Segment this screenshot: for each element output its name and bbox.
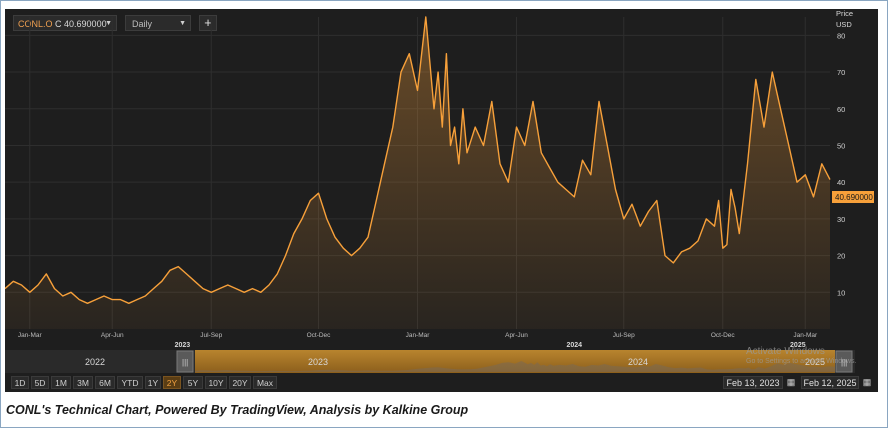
y-tick-label: 50 — [837, 141, 845, 150]
range-button-6m[interactable]: 6M — [95, 376, 115, 389]
price-area — [5, 16, 831, 329]
activation-watermark: Activate Windows Go to Settings to activ… — [746, 347, 857, 367]
y-tick-label: 20 — [837, 252, 845, 261]
range-button-1y[interactable]: 1Y — [145, 376, 161, 389]
chevron-down-icon: ▼ — [179, 20, 186, 27]
price-area-fill — [5, 17, 830, 329]
range-button-2y[interactable]: 2Y — [163, 376, 181, 389]
year-label: 2023 — [175, 342, 191, 349]
range-button-5d[interactable]: 5D — [31, 376, 49, 389]
figure-caption: CONL's Technical Chart, Powered By Tradi… — [6, 403, 469, 417]
price-axis-title: Price — [836, 9, 853, 18]
navigator-selection[interactable] — [195, 350, 835, 373]
y-tick-label: 30 — [837, 215, 845, 224]
navigator-right-handle[interactable] — [835, 350, 853, 373]
price-line — [5, 16, 831, 304]
quote-label: C 40.690000 — [55, 19, 107, 29]
range-bar: 1D 5D 1M 3M 6M YTD 1Y 2Y 5Y 10Y 20Y Max Feb 13, 2023… — [5, 374, 878, 392]
navigator-year-label: 2025 — [805, 357, 825, 367]
x-axis: Jan-Mar Apr-Jun Jul-Sep Oct-Dec Jan-Mar Apr-J… — [18, 332, 818, 339]
x-tick-label: Jan-Mar — [18, 332, 43, 339]
x-tick-label: Apr-Jun — [101, 332, 124, 339]
x-tick-label: Jan-Mar — [793, 332, 818, 339]
add-indicator-button[interactable]: + — [199, 15, 217, 31]
chevron-down-icon: ▼ — [105, 20, 112, 27]
chart-panel: CONL.O C 40.690000 ▼ Daily ▼ + Jan-Mar Ap… — [5, 9, 878, 392]
year-divider-bar: 2023 2024 2025 — [5, 339, 825, 349]
range-button-20y[interactable]: 20Y — [229, 376, 251, 389]
range-button-max[interactable]: Max — [253, 376, 277, 389]
price-axis-currency: USD — [836, 20, 852, 29]
year-label: 2025 — [790, 342, 806, 349]
calendar-icon[interactable]: ▦ — [786, 377, 796, 387]
y-tick-label: 80 — [837, 31, 845, 40]
date-to-input[interactable]: Feb 12, 2025 — [801, 376, 859, 389]
x-tick-label: Apr-Jun — [505, 332, 528, 339]
x-tick-label: Jul-Sep — [200, 332, 222, 339]
range-button-5y[interactable]: 5Y — [183, 376, 203, 389]
y-tick-label: 40 — [837, 178, 845, 187]
x-tick-label: Oct-Dec — [711, 332, 736, 339]
svg-text:|||: ||| — [841, 358, 847, 367]
range-button-1m[interactable]: 1M — [51, 376, 71, 389]
last-price-marker: 40.690000 — [832, 191, 874, 203]
range-button-3m[interactable]: 3M — [73, 376, 93, 389]
watermark-line1: Activate Windows — [746, 346, 825, 357]
navigator-year-label: 2023 — [308, 357, 328, 367]
last-price-label: 40.690000 — [835, 193, 873, 202]
price-chart[interactable]: Jan-Mar Apr-Jun Jul-Sep Oct-Dec Jan-Mar Apr-J… — [5, 9, 878, 392]
navigator-year-label: 2022 — [85, 357, 105, 367]
calendar-icon[interactable]: ▦ — [862, 377, 872, 387]
symbol-selector[interactable]: CONL.O C 40.690000 ▼ — [13, 15, 117, 31]
x-tick-label: Oct-Dec — [307, 332, 332, 339]
ticker-label: CONL.O — [18, 19, 53, 29]
time-navigator[interactable]: ||| ||| 2022 2023 2024 2025 — [5, 350, 855, 373]
range-button-1d[interactable]: 1D — [11, 376, 29, 389]
interval-selector[interactable]: Daily ▼ — [125, 15, 191, 31]
date-from-input[interactable]: Feb 13, 2023 — [723, 376, 783, 389]
interval-label: Daily — [132, 19, 153, 29]
year-label: 2024 — [566, 342, 582, 349]
y-tick-label: 10 — [837, 288, 845, 297]
navigator-left-handle[interactable] — [176, 350, 194, 373]
x-tick-label: Jan-Mar — [406, 332, 431, 339]
y-tick-label: 60 — [837, 105, 845, 114]
y-axis: Price USD 10 20 30 40 50 60 70 80 — [836, 9, 853, 297]
chart-toolbar: CONL.O C 40.690000 ▼ Daily ▼ + — [5, 9, 878, 35]
watermark-line2: Go to Settings to activate Windows. — [746, 358, 857, 365]
range-button-ytd[interactable]: YTD — [117, 376, 143, 389]
svg-text:|||: ||| — [182, 358, 188, 367]
x-tick-label: Jul-Sep — [613, 332, 635, 339]
navigator-year-label: 2024 — [628, 357, 648, 367]
range-button-10y[interactable]: 10Y — [205, 376, 227, 389]
y-tick-label: 70 — [837, 68, 845, 77]
